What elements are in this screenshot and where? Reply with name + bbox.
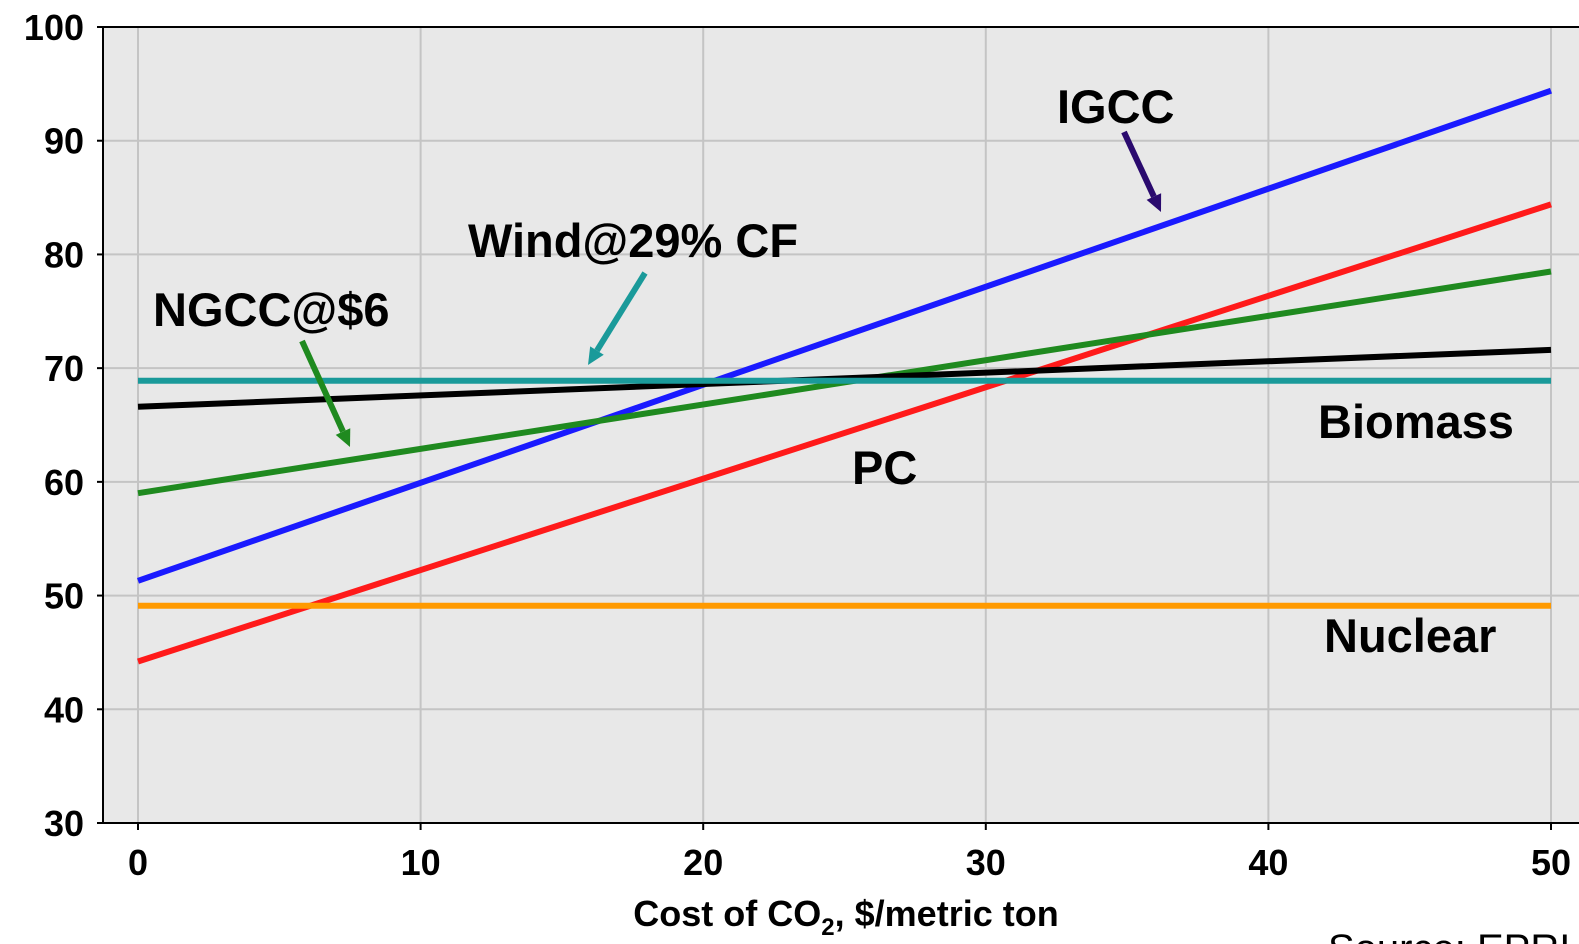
arrow-ngcc-shaft <box>299 339 346 433</box>
plot-background <box>103 27 1579 823</box>
series-line-igcc <box>137 87 1552 584</box>
arrow-wind-head <box>588 346 604 365</box>
label-igcc: IGCC <box>1057 80 1175 133</box>
arrow-ngcc-head <box>335 428 351 447</box>
y-tick-labels: 30 40 50 60 70 80 90 100 <box>24 7 103 844</box>
y-tick-label: 100 <box>24 7 84 48</box>
y-tick-label: 60 <box>44 462 84 503</box>
x-tick-label: 20 <box>683 842 723 883</box>
annotation-arrows <box>299 130 1162 447</box>
series-lines <box>137 87 1552 665</box>
label-ngcc: NGCC@$6 <box>153 283 390 336</box>
x-tick-label: 50 <box>1531 842 1571 883</box>
series-line-pc <box>137 201 1552 665</box>
arrow-igcc-head <box>1146 193 1162 212</box>
x-tick-label: 0 <box>128 842 148 883</box>
x-tick-label: 40 <box>1248 842 1288 883</box>
label-nuclear: Nuclear <box>1324 609 1496 662</box>
label-pc: PC <box>852 441 917 494</box>
source-label: Source: EPRI <box>1328 927 1570 944</box>
x-tick-label: 30 <box>966 842 1006 883</box>
arrow-wind-shaft <box>594 271 648 353</box>
y-tick-label: 80 <box>44 234 84 275</box>
y-tick-label: 30 <box>44 803 84 844</box>
x-tick-labels: 0 10 20 30 40 50 <box>128 823 1571 883</box>
label-biomass: Biomass <box>1318 395 1514 448</box>
y-tick-label: 90 <box>44 121 84 162</box>
y-tick-label: 70 <box>44 348 84 389</box>
x-axis-title: Cost of CO2, $/metric ton <box>633 893 1058 941</box>
y-tick-label: 40 <box>44 689 84 730</box>
y-tick-label: 50 <box>44 576 84 617</box>
x-tick-label: 10 <box>401 842 441 883</box>
arrow-igcc-shaft <box>1121 130 1157 198</box>
label-wind: Wind@29% CF <box>468 214 798 267</box>
